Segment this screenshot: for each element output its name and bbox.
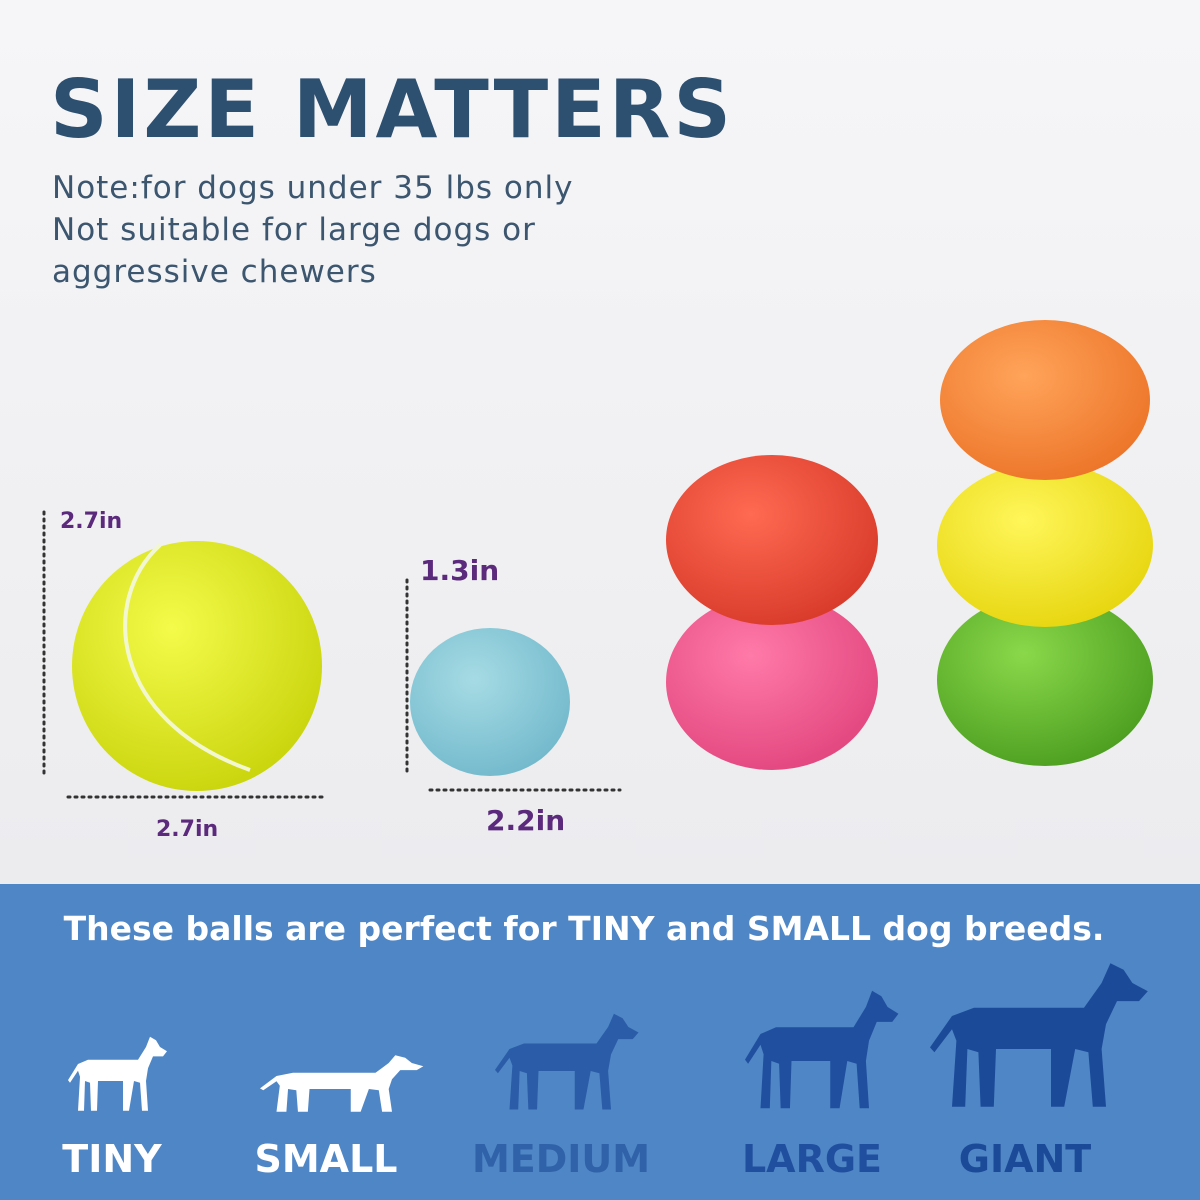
banner-text: These balls are perfect for TINY and SMA… (64, 909, 1105, 948)
dim-label: 2.7in (156, 817, 218, 842)
size-label: SMALL (254, 1137, 397, 1181)
blue-ball (410, 628, 570, 776)
green-ball (937, 594, 1153, 766)
note-line: Not suitable for large dogs or (52, 212, 536, 248)
orange-ball (940, 320, 1150, 480)
tennis-ball (72, 541, 322, 791)
yellow-ball (937, 463, 1153, 627)
size-label: TINY (62, 1137, 162, 1181)
size-label: LARGE (742, 1137, 882, 1181)
dim-label: 1.3in (420, 554, 499, 587)
tennis-seam (123, 543, 251, 772)
dim-label: 2.2in (486, 804, 565, 837)
note-line: aggressive chewers (52, 254, 377, 290)
size-label: MEDIUM (472, 1137, 650, 1181)
note-line: Note:for dogs under 35 lbs only (52, 170, 573, 206)
size-label: GIANT (959, 1137, 1092, 1181)
red-ball (666, 455, 878, 625)
title: SIZE MATTERS (50, 63, 734, 156)
pink-ball (666, 594, 878, 770)
dim-label: 2.7in (60, 509, 122, 534)
